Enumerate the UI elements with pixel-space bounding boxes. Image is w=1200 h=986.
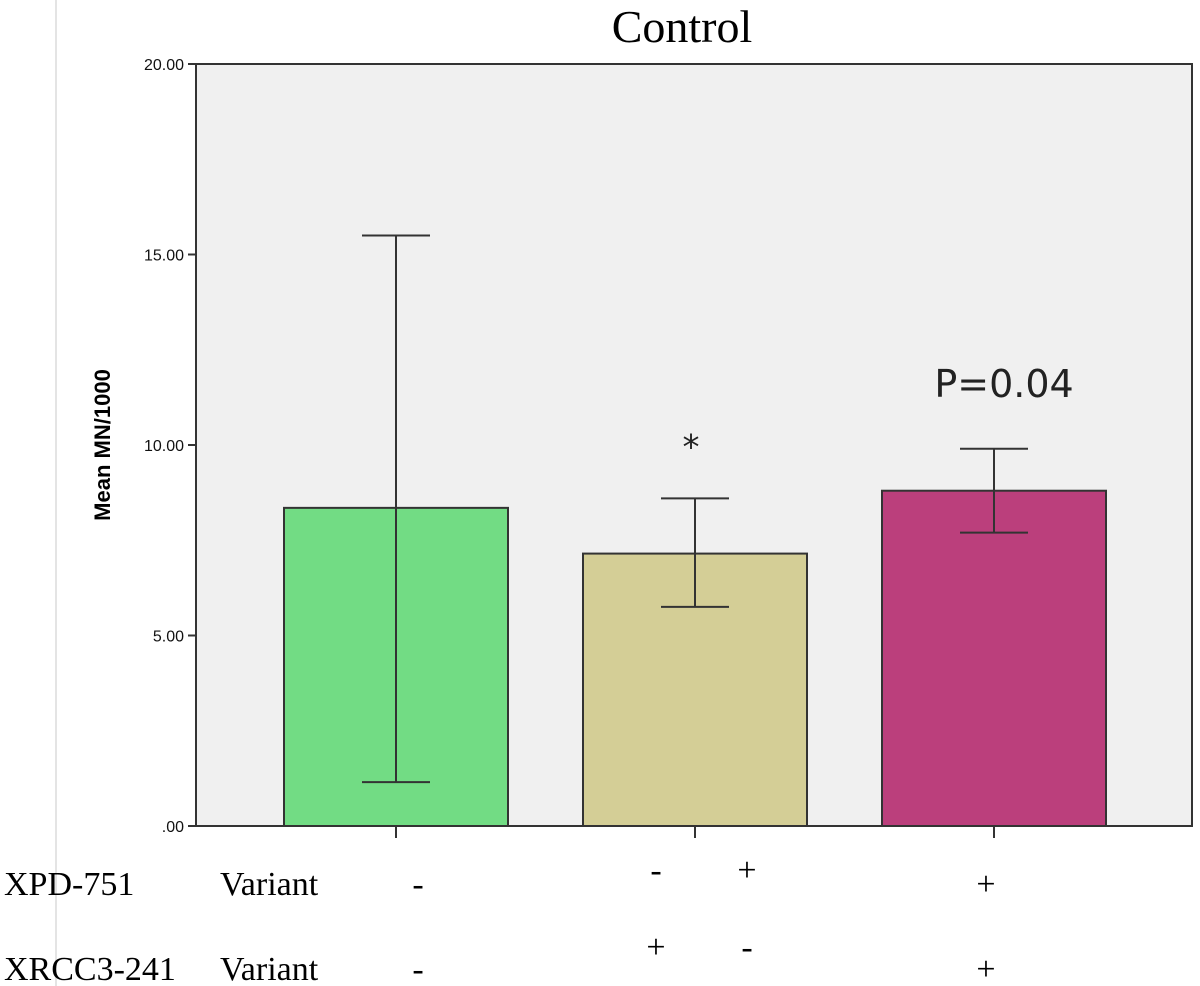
- bar: [881, 489, 1107, 827]
- bar-annotation: P=0.04: [934, 362, 1073, 406]
- genotype-symbol: -: [412, 951, 423, 986]
- y-axis-label: Mean MN/1000: [90, 369, 115, 521]
- genotype-variant-label: Variant: [220, 951, 319, 986]
- genotype-gene-label: XPD-751: [4, 866, 134, 903]
- y-tick-label: .00: [162, 819, 184, 836]
- genotype-symbol: +: [976, 866, 995, 903]
- y-axis: .00 5.00 10.00 15.00 20.00: [144, 57, 196, 836]
- annotations-group: * P=0.04: [683, 362, 1074, 468]
- y-tick-label: 5.00: [153, 629, 184, 646]
- y-tick-label: 10.00: [144, 438, 184, 455]
- genotype-symbol: +: [737, 852, 756, 889]
- genotype-symbol: -: [412, 866, 423, 903]
- chart-title: Control: [612, 1, 753, 52]
- genotype-symbol: -: [650, 852, 661, 889]
- genotype-gene-label: XRCC3-241: [4, 951, 176, 986]
- genotype-variant-label: Variant: [220, 866, 319, 903]
- y-tick-label: 20.00: [144, 57, 184, 74]
- genotype-symbol: +: [646, 929, 665, 966]
- genotype-symbol: +: [976, 951, 995, 986]
- genotype-symbol: -: [741, 929, 752, 966]
- error-bars-group: [362, 234, 1028, 784]
- x-ticks: [395, 826, 995, 838]
- genotype-table: XPD-751 Variant - - + + XRCC3-241 Variant - + - +: [4, 852, 996, 986]
- y-tick-label: 15.00: [144, 248, 184, 265]
- bar-annotation: *: [683, 427, 700, 467]
